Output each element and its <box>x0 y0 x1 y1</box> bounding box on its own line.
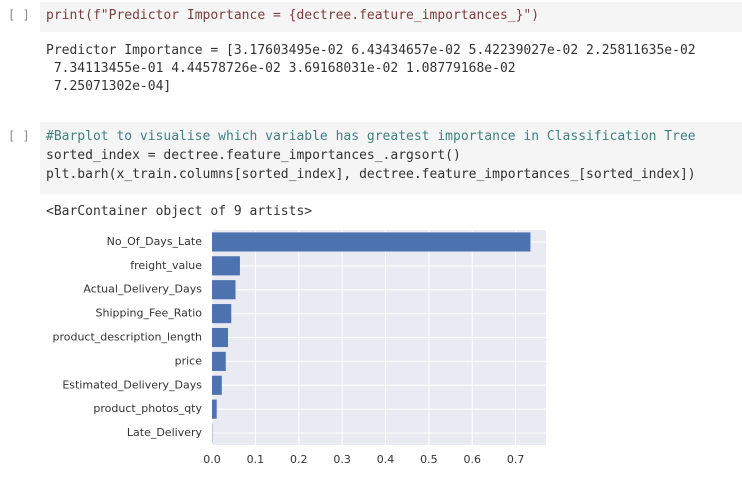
y-tick-label: Shipping_Fee_Ratio <box>96 307 203 320</box>
y-tick-label: product_description_length <box>52 331 202 344</box>
y-tick-label: freight_value <box>130 259 202 272</box>
x-tick-label: 0.2 <box>290 453 308 466</box>
y-tick-label: price <box>175 354 203 367</box>
x-tick-label: 0.5 <box>420 453 438 466</box>
cell-prompt: [ ] <box>8 129 30 143</box>
bar <box>212 351 226 371</box>
x-tick-label: 0.4 <box>377 453 395 466</box>
y-tick-label: Actual_Delivery_Days <box>83 283 202 296</box>
bar <box>212 304 232 324</box>
y-tick-label: Estimated_Delivery_Days <box>62 378 202 391</box>
y-tick-label: No_Of_Days_Late <box>107 235 203 248</box>
x-tick-label: 0.0 <box>203 453 221 466</box>
bar <box>212 375 222 395</box>
x-tick-label: 0.6 <box>464 453 482 466</box>
bar <box>212 327 229 348</box>
code-cell[interactable] <box>40 2 742 32</box>
output-line: Predictor Importance = [3.17603495e-02 6… <box>46 43 696 58</box>
bar <box>212 399 217 419</box>
output-line: <BarContainer object of 9 artists> <box>46 204 313 219</box>
output-line: 7.34113455e-01 4.44578726e-02 3.69168031… <box>46 61 516 76</box>
bar <box>212 232 531 252</box>
cell-prompt: [ ] <box>8 8 30 22</box>
code-line: print(f"Predictor Importance = {dectree.… <box>46 8 540 23</box>
y-tick-label: product_photos_qty <box>93 402 202 415</box>
x-tick-label: 0.7 <box>507 453 525 466</box>
code-line: sorted_index = dectree.feature_importanc… <box>46 148 461 163</box>
code-line: plt.barh(x_train.columns[sorted_index], … <box>46 167 696 182</box>
output-line: 7.25071302e-04] <box>46 79 172 94</box>
bar <box>212 280 236 300</box>
x-tick-label: 0.1 <box>247 453 265 466</box>
y-tick-label: Late_Delivery <box>127 426 203 439</box>
code-line: #Barplot to visualise which variable has… <box>46 129 696 144</box>
bar <box>212 256 240 276</box>
code-cell[interactable] <box>40 122 742 194</box>
x-tick-label: 0.3 <box>333 453 351 466</box>
